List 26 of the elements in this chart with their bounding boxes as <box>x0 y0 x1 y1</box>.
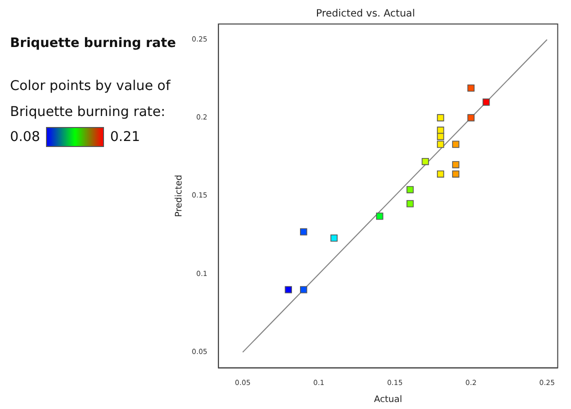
point <box>436 140 444 148</box>
point <box>436 132 444 140</box>
point <box>452 161 460 168</box>
text: 0.21 <box>110 129 140 145</box>
point <box>436 114 444 122</box>
point <box>284 286 292 294</box>
point <box>422 158 429 166</box>
y-axis-title: Predicted <box>174 174 185 218</box>
point <box>406 186 414 194</box>
point <box>436 170 444 178</box>
point <box>406 200 414 208</box>
point <box>482 98 490 106</box>
point <box>330 234 338 242</box>
point <box>452 170 460 178</box>
text: Briquette burning rate <box>10 36 176 51</box>
x-axis-title: Actual <box>374 394 402 405</box>
point <box>452 140 460 148</box>
point <box>300 228 308 236</box>
point <box>300 286 308 294</box>
point <box>436 126 444 134</box>
text: 0.08 <box>10 129 40 145</box>
text: Color points by value of Briquette burning rate: <box>10 77 172 122</box>
point <box>467 114 475 122</box>
chart-title: Predicted vs. Actual <box>316 8 415 20</box>
point <box>376 212 384 220</box>
point <box>467 84 475 92</box>
